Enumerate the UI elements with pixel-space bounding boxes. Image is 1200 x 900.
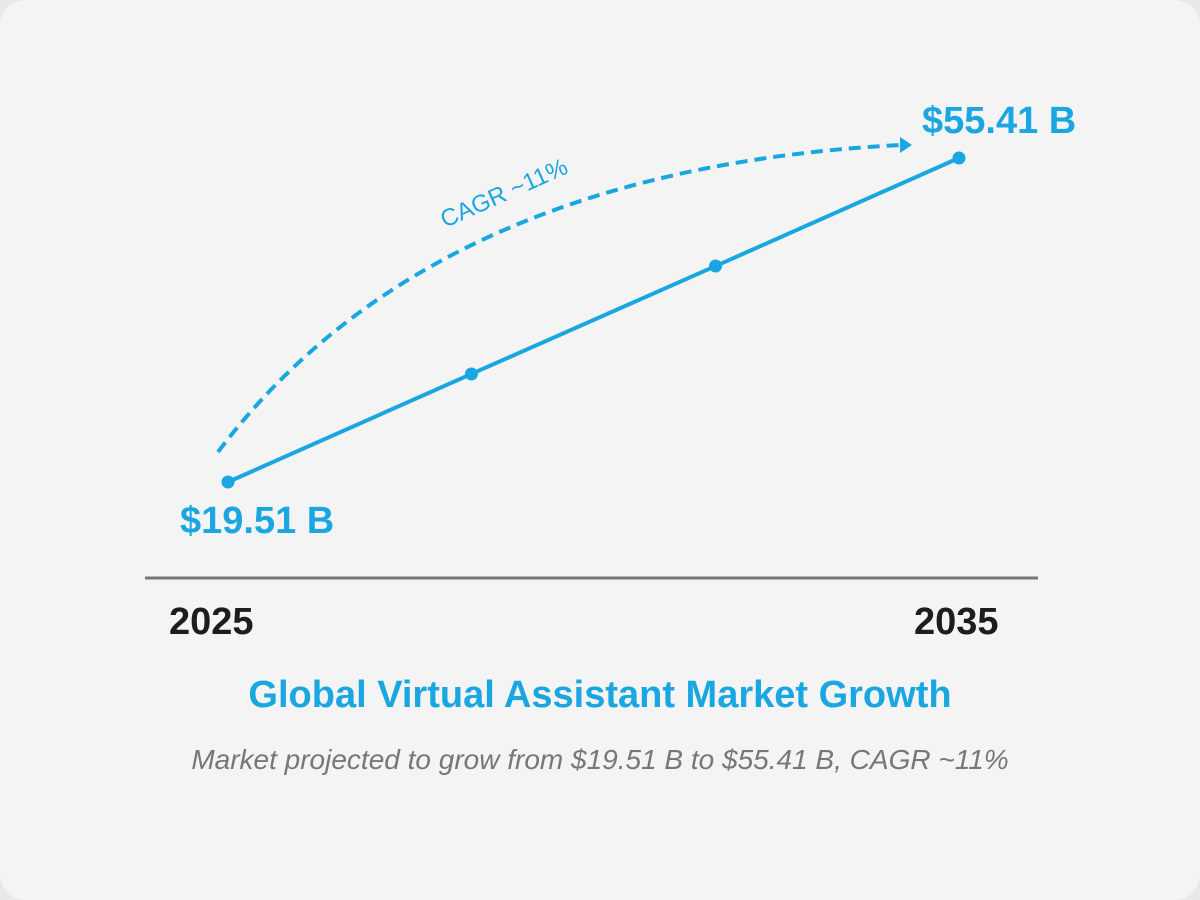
x-tick-label: 2035 (914, 601, 999, 643)
cagr-arrow-arc (216, 143, 901, 454)
arrow-head-icon (900, 137, 912, 153)
data-point (952, 151, 966, 165)
chart-title: Global Virtual Assistant Market Growth (248, 674, 952, 716)
data-point (464, 367, 478, 381)
data-point (221, 475, 235, 489)
data-point (709, 259, 723, 273)
cagr-annotation: CAGR ~11% (436, 153, 571, 233)
end-value-label: $55.41 B (922, 100, 1076, 142)
start-value-label: $19.51 B (180, 500, 334, 542)
x-tick-label: 2025 (169, 601, 254, 643)
chart-subtitle: Market projected to grow from $19.51 B t… (191, 744, 1009, 775)
series-line (227, 156, 960, 484)
